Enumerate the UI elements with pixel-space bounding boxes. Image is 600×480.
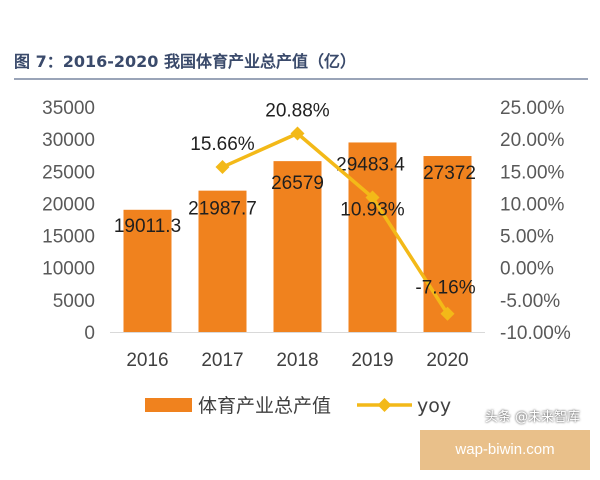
site-badge[interactable]: wap-biwin.com bbox=[420, 430, 590, 470]
yoy-data-label-2017: 15.66% bbox=[190, 134, 255, 155]
yoy-data-label-2020: -7.16% bbox=[415, 278, 475, 299]
bar-2017 bbox=[198, 190, 247, 332]
bar-data-label-2019: 29483.4 bbox=[336, 154, 405, 175]
x-axis-tick-2016: 2016 bbox=[126, 350, 168, 371]
right-axis-tick: -10.00% bbox=[500, 323, 571, 344]
right-axis-tick: 25.00% bbox=[500, 98, 565, 119]
bar-data-label-2018: 26579 bbox=[271, 173, 324, 194]
yoy-data-label-2018: 20.88% bbox=[265, 100, 330, 121]
bar-2016 bbox=[123, 209, 172, 332]
yoy-marker-2017 bbox=[215, 160, 230, 175]
x-axis-tick-2017: 2017 bbox=[201, 350, 243, 371]
left-axis-tick: 0 bbox=[84, 323, 95, 344]
left-axis-tick: 15000 bbox=[42, 227, 95, 248]
left-axis-tick: 10000 bbox=[42, 259, 95, 280]
left-axis-tick: 20000 bbox=[42, 194, 95, 215]
right-axis-tick: 5.00% bbox=[500, 227, 554, 248]
legend-label-bar: 体育产业总产值 bbox=[198, 395, 331, 417]
yoy-marker-2019 bbox=[365, 190, 380, 205]
left-axis-tick: 35000 bbox=[42, 98, 95, 119]
yoy-marker-2018 bbox=[290, 126, 305, 141]
bar-2019 bbox=[348, 142, 397, 332]
bar-2018 bbox=[273, 161, 322, 332]
right-axis-tick: 15.00% bbox=[500, 162, 565, 183]
chart-title: 图 7：2016-2020 我国体育产业总产值（亿） bbox=[14, 52, 356, 71]
bar-data-label-2017: 21987.7 bbox=[188, 199, 257, 220]
legend-swatch-marker bbox=[377, 398, 392, 412]
x-axis-tick-2019: 2019 bbox=[351, 350, 393, 371]
left-axis-tick: 30000 bbox=[42, 130, 95, 151]
right-axis-tick: 20.00% bbox=[500, 130, 565, 151]
bar-data-label-2016: 19011.3 bbox=[114, 216, 181, 237]
right-axis-tick: -5.00% bbox=[500, 291, 560, 312]
right-axis-tick: 10.00% bbox=[500, 194, 565, 215]
yoy-line bbox=[221, 131, 449, 315]
x-axis-tick-2020: 2020 bbox=[426, 350, 468, 371]
left-axis-tick: 5000 bbox=[53, 291, 95, 312]
watermark: 头条 @未来智库 bbox=[484, 410, 580, 425]
legend-swatch-bar bbox=[145, 398, 192, 412]
right-axis-tick: 0.00% bbox=[500, 259, 554, 280]
chart-title-bar: 图 7：2016-2020 我国体育产业总产值（亿） bbox=[14, 48, 588, 80]
x-axis-tick-2018: 2018 bbox=[276, 350, 318, 371]
legend-label-line: yoy bbox=[417, 395, 451, 417]
bar-2020 bbox=[423, 156, 472, 332]
yoy-data-label-2019: 10.93% bbox=[340, 199, 405, 220]
left-axis-tick: 25000 bbox=[42, 162, 95, 183]
bar-data-label-2020: 27372 bbox=[423, 163, 476, 184]
yoy-marker-2020 bbox=[440, 306, 455, 321]
